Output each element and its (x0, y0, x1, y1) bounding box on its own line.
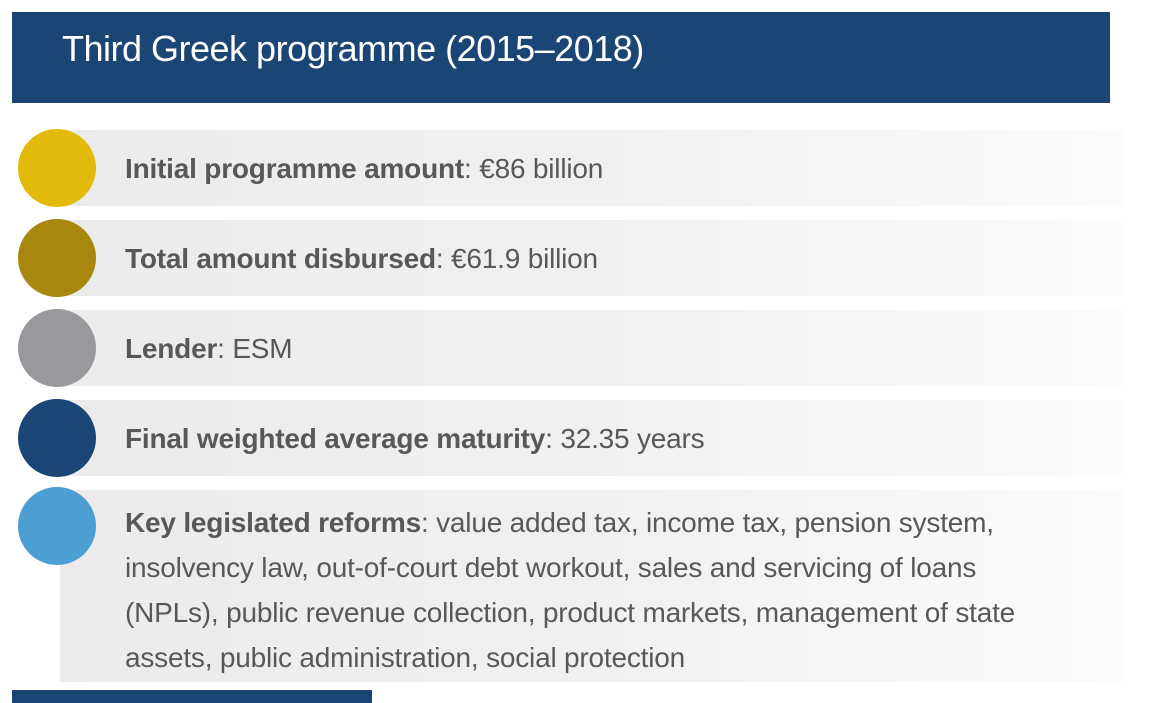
page-title: Third Greek programme (2015–2018) (62, 28, 644, 69)
label-separator: : (435, 242, 452, 274)
header-bar: Third Greek programme (2015–2018) (12, 12, 1110, 103)
info-rows: Initial programme amount: €86 billion To… (0, 129, 1159, 696)
yellow-bullet-icon (18, 129, 96, 207)
navy-bullet-icon (18, 399, 96, 477)
row-value: value added tax, income tax, pension sys… (125, 507, 1016, 673)
row-label: Total amount disbursed (125, 242, 436, 274)
label-separator: : (464, 152, 480, 184)
row-final-weighted-average-maturity: Final weighted average maturity: 32.35 y… (18, 399, 1123, 477)
row-total-amount-disbursed: Total amount disbursed: €61.9 billion (18, 219, 1123, 297)
label-separator: : (420, 507, 437, 538)
row-value: €86 billion (479, 152, 604, 184)
row-value: €61.9 billion (451, 242, 598, 274)
row-label: Key legislated reforms (125, 507, 421, 538)
row-key-legislated-reforms: Key legislated reforms: value added tax,… (18, 487, 1123, 682)
next-section-bar (12, 690, 372, 703)
row-text: Key legislated reforms: value added tax,… (60, 500, 1123, 680)
row-label: Lender (125, 332, 218, 364)
row-text: Total amount disbursed: €61.9 billion (60, 236, 616, 281)
row-text: Final weighted average maturity: 32.35 y… (60, 416, 722, 461)
light-blue-bullet-icon (18, 487, 96, 565)
row-lender: Lender: ESM (18, 309, 1123, 387)
label-separator: : (217, 332, 233, 364)
row-text: Initial programme amount: €86 billion (60, 146, 621, 191)
row-label: Initial programme amount (125, 152, 465, 184)
label-separator: : (545, 422, 561, 454)
gray-bullet-icon (18, 309, 96, 387)
row-text: Lender: ESM (60, 326, 310, 371)
row-label: Final weighted average maturity (125, 422, 546, 454)
row-value: ESM (232, 332, 293, 364)
row-initial-programme-amount: Initial programme amount: €86 billion (18, 129, 1123, 207)
gold-bullet-icon (18, 219, 96, 297)
row-value: 32.35 years (560, 422, 705, 454)
